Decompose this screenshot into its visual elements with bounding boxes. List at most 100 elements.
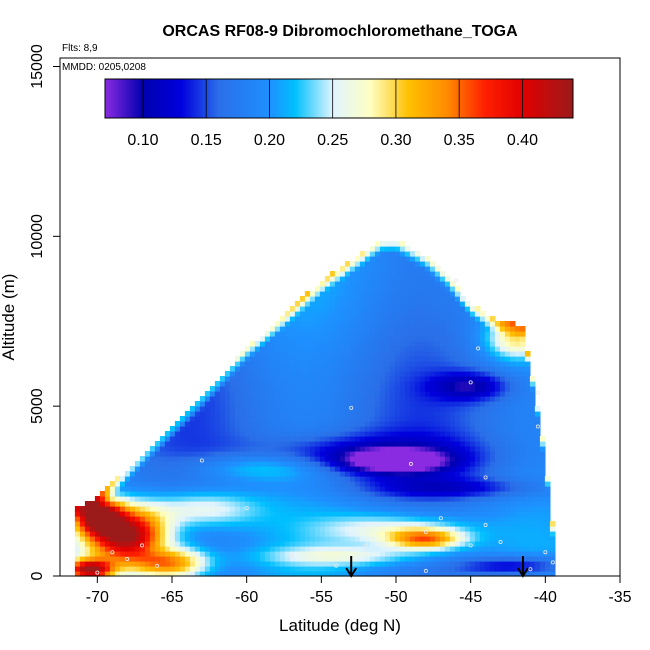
heatmap-cell <box>254 526 261 532</box>
heatmap-cell <box>449 381 456 387</box>
heatmap-cell <box>469 546 476 552</box>
heatmap-cell <box>274 506 281 512</box>
heatmap-cell <box>194 556 201 562</box>
heatmap-cell <box>549 556 556 562</box>
heatmap-cell <box>99 491 106 497</box>
heatmap-cell <box>284 401 291 407</box>
heatmap-cell <box>419 501 426 507</box>
heatmap-cell <box>469 356 476 362</box>
heatmap-cell <box>369 451 376 457</box>
heatmap-cell <box>219 466 226 472</box>
heatmap-cell <box>214 391 221 397</box>
heatmap-cell <box>504 411 511 417</box>
heatmap-cell <box>504 351 511 357</box>
heatmap-cell <box>374 546 381 552</box>
heatmap-cell <box>419 441 426 447</box>
heatmap-cell <box>299 296 306 302</box>
heatmap-cell <box>439 371 446 377</box>
heatmap-cell <box>374 416 381 422</box>
heatmap-cell <box>314 571 321 577</box>
heatmap-cell <box>534 521 541 527</box>
heatmap-cell <box>339 341 346 347</box>
heatmap-cell <box>279 506 286 512</box>
heatmap-cell <box>344 451 351 457</box>
colorbar-segment <box>369 79 372 118</box>
heatmap-cell <box>334 306 341 312</box>
heatmap-cell <box>334 356 341 362</box>
heatmap-cell <box>504 386 511 392</box>
heatmap-cell <box>164 466 171 472</box>
heatmap-cell <box>419 491 426 497</box>
x-tick-label: -40 <box>534 589 557 606</box>
colorbar-segment <box>453 79 456 118</box>
heatmap-cell <box>219 406 226 412</box>
heatmap-cell <box>369 426 376 432</box>
heatmap-cell <box>159 446 166 452</box>
heatmap-cell <box>309 516 316 522</box>
heatmap-cell <box>314 386 321 392</box>
heatmap-cell <box>234 471 241 477</box>
heatmap-cell <box>369 516 376 522</box>
heatmap-cell <box>294 376 301 382</box>
heatmap-cell <box>159 546 166 552</box>
heatmap-cell <box>324 546 331 552</box>
heatmap-cell <box>229 491 236 497</box>
heatmap-cell <box>249 441 256 447</box>
heatmap-cell <box>349 431 356 437</box>
heatmap-cell <box>534 556 541 562</box>
heatmap-cell <box>409 471 416 477</box>
heatmap-cell <box>314 391 321 397</box>
heatmap-cell <box>384 381 391 387</box>
heatmap-cell <box>504 331 511 337</box>
x-tick-label: -35 <box>608 589 631 606</box>
heatmap-cell <box>399 276 406 282</box>
heatmap-cell <box>114 561 121 567</box>
heatmap-cell <box>174 421 181 427</box>
heatmap-cell <box>134 536 141 542</box>
heatmap-cell <box>414 521 421 527</box>
heatmap-cell <box>544 506 551 512</box>
heatmap-cell <box>269 571 276 577</box>
heatmap-cell <box>399 381 406 387</box>
heatmap-cell <box>289 461 296 467</box>
heatmap-cell <box>309 331 316 337</box>
heatmap-cell <box>269 361 276 367</box>
heatmap-cell <box>424 401 431 407</box>
heatmap-cell <box>469 536 476 542</box>
heatmap-cell <box>464 371 471 377</box>
heatmap-cell <box>384 341 391 347</box>
heatmap-cell <box>334 286 341 292</box>
colorbar-tick-label: 0.30 <box>380 132 411 149</box>
heatmap-cell <box>79 551 86 557</box>
heatmap-cell <box>449 481 456 487</box>
heatmap-cell <box>159 551 166 557</box>
heatmap-cell <box>119 526 126 532</box>
heatmap-cell <box>239 496 246 502</box>
colorbar-segment <box>147 79 150 118</box>
heatmap-cell <box>404 346 411 352</box>
heatmap-cell <box>314 516 321 522</box>
heatmap-cell <box>409 476 416 482</box>
heatmap-cell <box>484 516 491 522</box>
heatmap-cell <box>164 551 171 557</box>
heatmap-cell <box>474 531 481 537</box>
heatmap-cell <box>339 376 346 382</box>
colorbar-segment <box>481 79 484 118</box>
heatmap-cell <box>259 521 266 527</box>
heatmap-cell <box>369 296 376 302</box>
heatmap-cell <box>474 426 481 432</box>
heatmap-cell <box>329 536 336 542</box>
heatmap-cell <box>409 526 416 532</box>
heatmap-cell <box>304 371 311 377</box>
heatmap-cell <box>174 431 181 437</box>
heatmap-cell <box>484 491 491 497</box>
heatmap-cell <box>429 386 436 392</box>
heatmap-cell <box>264 546 271 552</box>
heatmap-cell <box>279 356 286 362</box>
colorbar-segment <box>277 79 280 118</box>
heatmap-cell <box>144 526 151 532</box>
heatmap-cell <box>284 406 291 412</box>
heatmap-cell <box>354 411 361 417</box>
heatmap-cell <box>534 551 541 557</box>
heatmap-cell <box>204 436 211 442</box>
